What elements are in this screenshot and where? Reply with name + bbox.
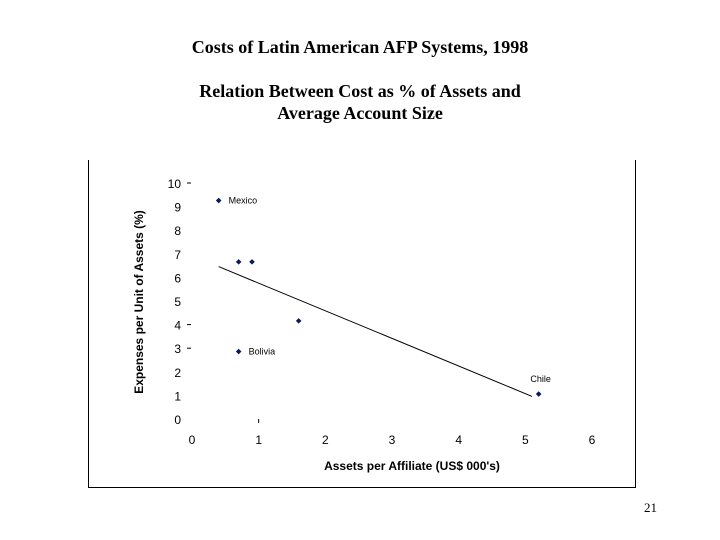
x-tick-label: 3 [389, 433, 396, 447]
x-tick-label: 4 [455, 433, 462, 447]
data-point [235, 259, 242, 265]
page-number: 21 [644, 500, 657, 515]
chart-subtitle-line1: Relation Between Cost as % of Assets and [199, 81, 521, 101]
point-label: Bolivia [249, 347, 276, 357]
y-tick-label: 8 [174, 224, 181, 238]
y-tick-label: 6 [174, 271, 181, 285]
y-tick-label: 5 [174, 295, 181, 309]
point-label: Mexico [229, 196, 258, 206]
y-tick-label: 9 [174, 201, 181, 215]
x-tick-label: 1 [255, 433, 262, 447]
data-point [295, 318, 302, 324]
x-tick-label: 2 [322, 433, 329, 447]
chart-title: Costs of Latin American AFP Systems, 199… [191, 37, 529, 57]
y-tick-label: 4 [174, 319, 181, 333]
data-point [249, 259, 255, 265]
chart-subtitle-line2: Average Account Size [277, 103, 443, 123]
point-label: Chile [530, 374, 551, 384]
data-point [535, 391, 542, 397]
x-axis-label: Assets per Affiliate (US$ 000's) [324, 459, 500, 473]
x-tick-label: 6 [589, 433, 596, 447]
y-tick-label: 3 [174, 342, 181, 356]
x-tick-label: 0 [189, 433, 196, 447]
data-point [235, 348, 242, 355]
x-tick-label: 5 [522, 433, 529, 447]
y-tick-label: 2 [174, 366, 181, 380]
trend-line [218, 266, 533, 397]
y-tick-label: 7 [174, 248, 181, 262]
y-axis-label: Expenses per Unit of Assets (%) [132, 210, 146, 394]
y-tick-label: 1 [174, 389, 181, 403]
chart-frame [88, 160, 636, 488]
data-point [215, 197, 222, 204]
y-tick-label: 0 [174, 413, 181, 427]
y-tick-label: 10 [168, 177, 182, 191]
